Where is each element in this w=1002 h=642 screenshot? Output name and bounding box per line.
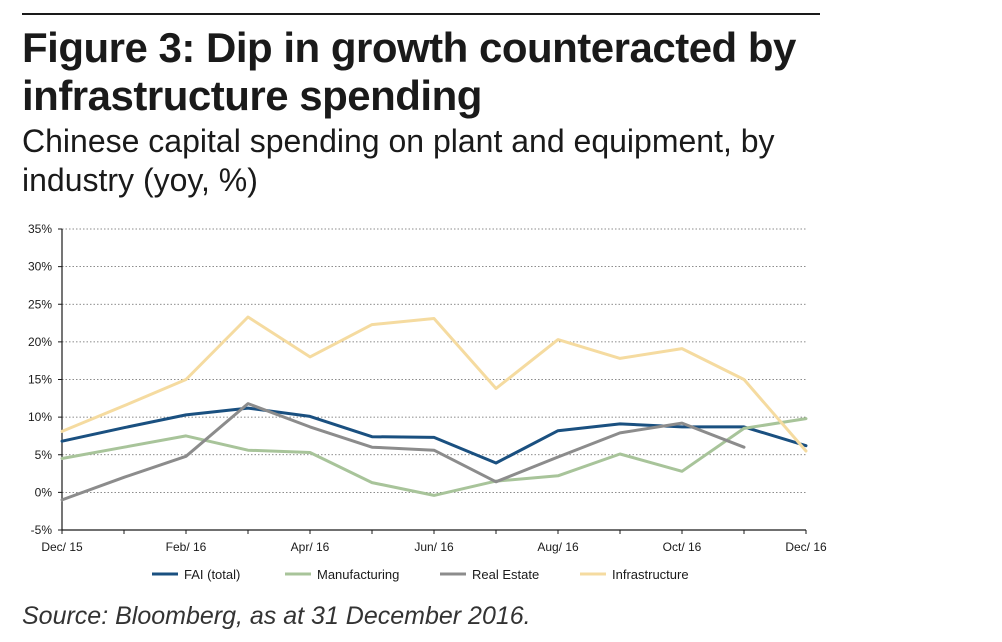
x-tick-labels: Dec/ 15 Feb/ 16 Apr/ 16 Jun/ 16 Aug/ 16 Oct/ …	[41, 540, 827, 554]
y-tick-label: 0%	[35, 485, 53, 499]
legend-label-fai-total: FAI (total)	[184, 567, 240, 582]
series-line-real-estate	[60, 402, 746, 502]
x-tick-label: Oct/ 16	[663, 540, 702, 554]
source-note: Source: Bloomberg, as at 31 December 201…	[22, 602, 531, 630]
series-lines	[60, 315, 808, 502]
series-line-fai-total	[60, 406, 808, 465]
legend: FAI (total) Manufacturing Real Estate Infra…	[152, 567, 689, 582]
y-tick-label: 20%	[28, 335, 52, 349]
grid-lines	[62, 228, 806, 531]
x-tick-label: Apr/ 16	[291, 540, 330, 554]
y-tick-label: 5%	[35, 448, 53, 462]
axes	[58, 228, 807, 534]
y-tick-label: 35%	[28, 222, 52, 236]
figure-title: Figure 3: Dip in growth counteracted by …	[22, 24, 796, 119]
legend-label-infrastructure: Infrastructure	[612, 567, 689, 582]
series-line-infrastructure	[60, 315, 808, 453]
y-tick-label: 30%	[28, 260, 52, 274]
x-tick-label: Feb/ 16	[166, 540, 207, 554]
y-tick-label: 10%	[28, 410, 52, 424]
y-tick-labels: 35% 30% 25% 20% 15% 10% 5% 0% -5%	[28, 222, 52, 537]
legend-label-manufacturing: Manufacturing	[317, 567, 399, 582]
y-tick-label: 25%	[28, 297, 52, 311]
legend-label-real-estate: Real Estate	[472, 567, 539, 582]
x-tick-label: Jun/ 16	[414, 540, 454, 554]
y-tick-label: 15%	[28, 373, 52, 387]
series-line-manufacturing	[60, 417, 808, 497]
x-tick-label: Aug/ 16	[537, 540, 579, 554]
figure-subtitle: Chinese capital spending on plant and eq…	[22, 123, 775, 198]
x-tick-label: Dec/ 16	[785, 540, 827, 554]
y-tick-label: -5%	[31, 523, 53, 537]
top-rule	[22, 13, 820, 15]
x-tick-label: Dec/ 15	[41, 540, 83, 554]
